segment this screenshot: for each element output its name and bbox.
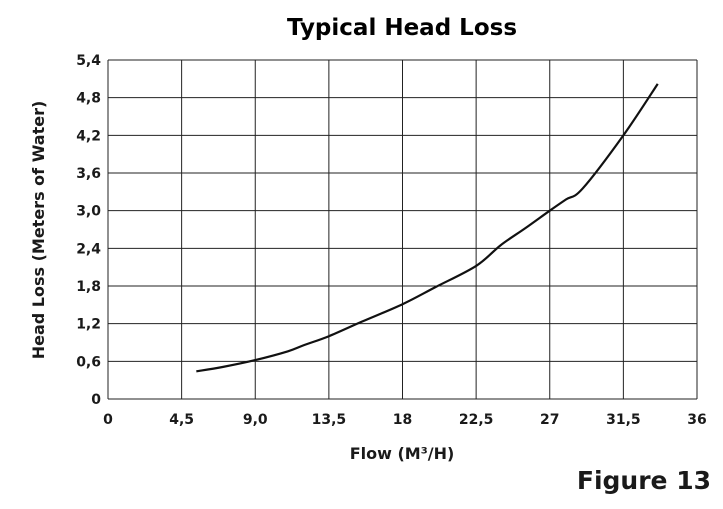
x-tick-label: 18 [393, 412, 412, 428]
series-line [196, 83, 659, 373]
x-tick-label: 4,5 [169, 412, 194, 428]
y-tick-label: 4,8 [76, 91, 101, 107]
y-tick-label: 1,8 [76, 279, 101, 295]
y-tick-label: 2,4 [76, 241, 101, 257]
x-tick-label: 27 [540, 412, 559, 428]
y-tick-label: 1,2 [76, 317, 101, 333]
y-tick-label: 3,0 [76, 204, 101, 220]
y-tick-label: 3,6 [76, 166, 101, 182]
chart-title: Typical Head Loss [287, 15, 517, 41]
figure-label: Figure 13 [576, 466, 711, 495]
y-tick-label: 4,2 [76, 128, 101, 144]
tick-labels: 0 4,5 9,0 13,5 18 22,5 27 31,5 36 0 0,6 1,2 1,8 2,4 3,… [76, 53, 707, 428]
y-axis-label: Head Loss (Meters of Water) [29, 101, 48, 360]
grid [107, 59, 698, 400]
y-tick-label: 0,6 [76, 354, 101, 370]
x-tick-label: 0 [103, 412, 113, 428]
x-tick-label: 22,5 [459, 412, 494, 428]
y-tick-label: 0 [91, 392, 101, 408]
y-tick-label: 5,4 [76, 53, 101, 69]
x-axis-label: Flow (M³/H) [350, 444, 455, 463]
x-tick-label: 9,0 [243, 412, 268, 428]
x-tick-label: 31,5 [606, 412, 641, 428]
x-tick-label: 36 [687, 412, 706, 428]
x-tick-label: 13,5 [312, 412, 347, 428]
